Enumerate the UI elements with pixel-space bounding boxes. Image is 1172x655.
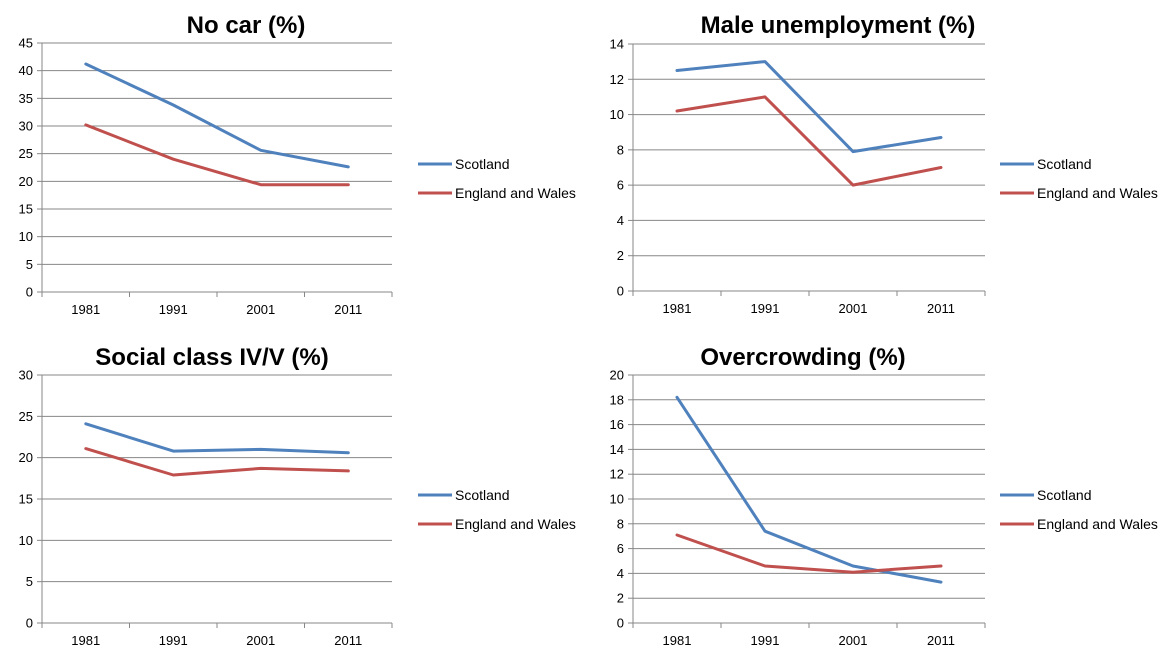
x-tick-label: 2011 xyxy=(927,633,955,648)
y-tick-label: 2 xyxy=(617,591,624,606)
x-tick-label: 1981 xyxy=(663,633,692,648)
y-tick-label: 4 xyxy=(617,213,624,228)
legend-label-england-and-wales: England and Wales xyxy=(1037,516,1158,532)
chart-title: Overcrowding (%) xyxy=(700,344,905,371)
y-tick-label: 0 xyxy=(617,284,624,299)
y-tick-label: 12 xyxy=(610,72,624,87)
x-tick-label: 2001 xyxy=(246,302,275,317)
legend-label-scotland: Scotland xyxy=(455,156,509,172)
legend-label-scotland: Scotland xyxy=(1037,156,1091,172)
series-line-england-and-wales xyxy=(675,95,943,187)
series-line-scotland xyxy=(675,395,943,584)
y-tick-label: 15 xyxy=(19,492,33,507)
x-tick-label: 2001 xyxy=(839,633,868,648)
y-tick-label: 4 xyxy=(617,566,624,581)
y-tick-label: 20 xyxy=(19,450,33,465)
y-tick-label: 8 xyxy=(617,516,624,531)
x-tick-label: 2011 xyxy=(334,633,362,648)
y-tick-label: 30 xyxy=(19,368,33,383)
chart-panel-3: Social class IV/V (%) 0 5 10 15 20 25 30 1981 199… xyxy=(19,344,576,648)
series-line-england-and-wales xyxy=(84,447,350,477)
x-tick-label: 2011 xyxy=(927,301,955,316)
series-line-scotland xyxy=(84,62,350,169)
y-tick-label: 12 xyxy=(610,467,624,482)
y-tick-label: 8 xyxy=(617,142,624,157)
legend-label-scotland: Scotland xyxy=(1037,487,1091,503)
x-tick-label: 2011 xyxy=(334,302,362,317)
legend-label-england-and-wales: England and Wales xyxy=(1037,185,1158,201)
y-tick-label: 40 xyxy=(19,63,33,78)
chart-panel-2: Male unemployment (%) 0 2 4 6 8 10 12 14 1981 1991… xyxy=(610,12,1158,316)
chart-panel-1: No car (%) 0 5 10 15 20 25 30 35 40 45 1981 1991 2001… xyxy=(19,12,576,317)
y-tick-label: 15 xyxy=(19,202,33,217)
y-tick-label: 10 xyxy=(19,229,33,244)
y-tick-label: 16 xyxy=(610,417,624,432)
y-tick-label: 25 xyxy=(19,409,33,424)
y-tick-label: 10 xyxy=(610,107,624,122)
y-tick-label: 14 xyxy=(610,37,624,52)
y-tick-label: 0 xyxy=(26,285,33,300)
y-tick-label: 10 xyxy=(610,492,624,507)
y-tick-label: 20 xyxy=(610,368,624,383)
y-tick-label: 20 xyxy=(19,174,33,189)
series-line-scotland xyxy=(675,60,943,154)
x-tick-label: 1991 xyxy=(751,301,780,316)
x-tick-label: 1991 xyxy=(751,633,780,648)
x-tick-label: 1981 xyxy=(663,301,692,316)
legend-label-england-and-wales: England and Wales xyxy=(455,185,576,201)
x-tick-label: 1991 xyxy=(159,302,188,317)
y-tick-label: 6 xyxy=(617,178,624,193)
y-tick-label: 25 xyxy=(19,146,33,161)
chart-title: Male unemployment (%) xyxy=(701,12,976,39)
y-tick-label: 5 xyxy=(26,574,33,589)
series-line-england-and-wales xyxy=(84,123,350,187)
legend-label-scotland: Scotland xyxy=(455,487,509,503)
x-tick-label: 2001 xyxy=(839,301,868,316)
series-line-scotland xyxy=(84,422,350,455)
x-tick-label: 1991 xyxy=(159,633,188,648)
y-tick-label: 35 xyxy=(19,91,33,106)
y-tick-label: 14 xyxy=(610,442,624,457)
y-tick-label: 18 xyxy=(610,392,624,407)
x-tick-label: 1981 xyxy=(71,633,100,648)
y-tick-label: 6 xyxy=(617,541,624,556)
x-tick-label: 1981 xyxy=(71,302,100,317)
y-tick-label: 2 xyxy=(617,248,624,263)
y-tick-label: 0 xyxy=(617,616,624,631)
chart-panel-4: Overcrowding (%) 0 2 4 6 8 10 12 14 16 18 20 1981 199… xyxy=(610,344,1158,648)
y-tick-label: 10 xyxy=(19,533,33,548)
legend-label-england-and-wales: England and Wales xyxy=(455,516,576,532)
y-tick-label: 45 xyxy=(19,36,33,51)
y-tick-label: 5 xyxy=(26,257,33,272)
y-tick-label: 30 xyxy=(19,119,33,134)
series-line-england-and-wales xyxy=(675,533,943,574)
chart-title: No car (%) xyxy=(187,12,306,39)
x-tick-label: 2001 xyxy=(246,633,275,648)
y-tick-label: 0 xyxy=(26,616,33,631)
chart-title: Social class IV/V (%) xyxy=(95,344,328,371)
